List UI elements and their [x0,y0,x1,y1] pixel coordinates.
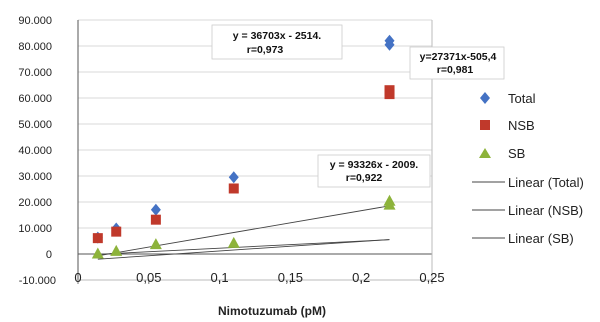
y-tick-label-0: 90.000 [18,15,52,27]
data-points [91,34,396,259]
legend-item-linear-nsb: Linear (NSB) [472,203,583,218]
x-tick-label-1: 0,05 [136,270,161,285]
equation-box-nsb: y=27371x-505,4 r=0,981 [409,46,505,80]
legend-label-linear-nsb: Linear (NSB) [508,203,583,218]
r-nsb: r=0,981 [437,64,474,76]
y-tick-label-3: 60.000 [18,93,52,105]
point-nsb-1 [111,226,122,237]
y-tick-label-8: 10.000 [18,223,52,235]
point-nsb-5 [384,89,395,100]
point-total-3 [228,171,239,184]
equation-total: y = 36703x - 2514. [233,30,322,42]
point-sb-1 [110,244,123,256]
point-nsb-3 [228,183,239,194]
y-tick-label-1: 80.000 [18,41,52,53]
legend-item-nsb: NSB [480,118,535,133]
point-sb-2 [149,238,162,250]
y-tick-label-2: 70.000 [18,67,52,79]
legend-marker-total [480,92,490,104]
point-total-2 [150,203,161,216]
x-tick-label-4: 0,2 [352,270,370,285]
x-tick-label-5: 0,25 [419,270,444,285]
y-tick-label-6: 30.000 [18,171,52,183]
point-sb-3 [227,236,240,248]
x-axis-label: Nimotuzumab (pM) [218,304,326,318]
legend-label-linear-sb: Linear (SB) [508,231,574,246]
equation-sb: y = 93326x - 2009. [330,159,419,171]
legend-label-sb: SB [508,146,525,161]
point-nsb-0 [92,233,103,244]
tick-labels: 90.000 80.000 70.000 60.000 50.000 40.000 30.0… [18,15,444,287]
y-tick-label-4: 50.000 [18,119,52,131]
legend-label-linear-total: Linear (Total) [508,175,584,190]
point-nsb-2 [150,214,161,225]
legend-marker-sb [479,148,491,158]
x-tick-label-3: 0,15 [278,270,303,285]
equation-box-sb: y = 93326x - 2009. r=0,922 [317,154,431,188]
x-tick-label-2: 0,1 [211,270,229,285]
legend-item-total: Total [480,91,536,106]
r-total: r=0,973 [247,44,284,56]
y-tick-label-9: 0 [46,249,52,261]
equation-nsb: y=27371x-505,4 [420,51,497,63]
r-sb: r=0,922 [346,172,383,184]
trendline-2 [97,205,390,257]
legend-marker-nsb [480,120,490,130]
legend-item-linear-sb: Linear (SB) [472,231,574,246]
legend-label-total: Total [508,91,536,106]
y-tick-label-5: 40.000 [18,145,52,157]
trendlines [97,205,390,260]
axes [77,20,433,284]
point-sb-0 [91,247,104,259]
trendline-0 [97,239,390,260]
legend: Total NSB SB Linear (Total) Linear (NSB)… [472,91,584,246]
equation-box-total: y = 36703x - 2514. r=0,973 [211,24,343,60]
point-total-5 [384,38,395,51]
trendline-1 [97,239,390,255]
legend-item-linear-total: Linear (Total) [472,175,584,190]
y-tick-label-10: -10.000 [19,275,56,287]
x-tick-label-0: 0 [74,270,81,285]
legend-label-nsb: NSB [508,118,535,133]
y-tick-label-7: 20.000 [18,197,52,209]
legend-item-sb: SB [479,146,525,161]
point-sb-5 [383,198,396,210]
